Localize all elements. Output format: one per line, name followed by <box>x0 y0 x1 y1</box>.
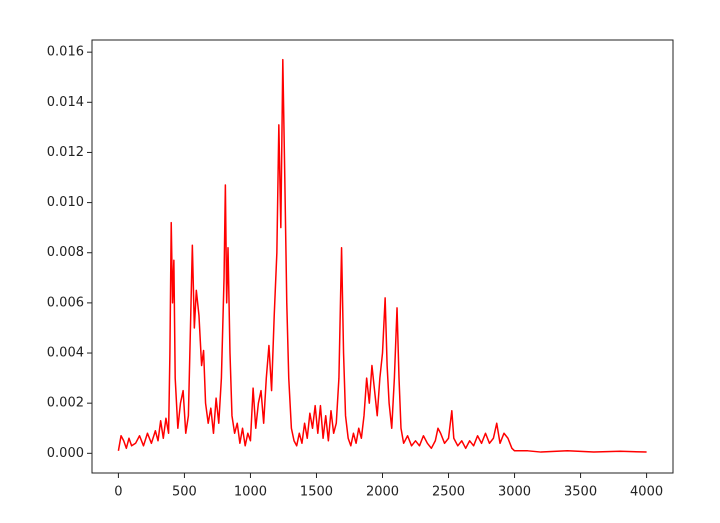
x-tick-label: 4000 <box>630 485 663 500</box>
y-tick-label: 0.002 <box>47 396 84 411</box>
y-tick-label: 0.014 <box>47 95 84 110</box>
line <box>117 58 647 453</box>
x-tick-label: 3500 <box>564 485 597 500</box>
y-tick-label: 0.004 <box>47 346 84 361</box>
x-tick-label: 2000 <box>366 485 399 500</box>
x-tick-label: 1500 <box>300 485 333 500</box>
y-tick-label: 0.008 <box>47 245 84 260</box>
y-tick-label: 0.006 <box>47 295 84 310</box>
y-tick-label: 0.012 <box>47 145 84 160</box>
plot-frame <box>91 39 674 474</box>
x-tick-label: 2500 <box>432 485 465 500</box>
x-tick-label: 3000 <box>498 485 531 500</box>
y-tick-label: 0.016 <box>47 45 84 60</box>
y-tick-label: 0.010 <box>47 195 84 210</box>
y-tick-label: 0.000 <box>47 446 84 461</box>
x-tick-label: 500 <box>172 485 197 500</box>
x-tick-label: 0 <box>114 485 122 500</box>
x-tick-label: 1000 <box>234 485 267 500</box>
